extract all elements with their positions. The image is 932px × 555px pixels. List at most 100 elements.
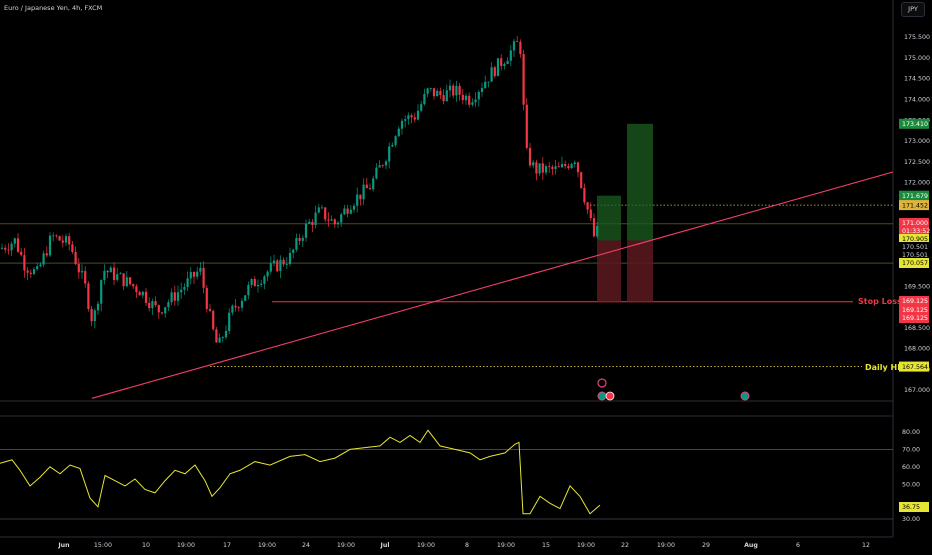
time-tick: Aug xyxy=(744,542,758,549)
candle-body xyxy=(375,167,378,179)
candle-body xyxy=(432,88,436,97)
candle-body xyxy=(80,271,84,273)
candle-body xyxy=(87,283,90,309)
price-label-2: 170.501 xyxy=(902,244,928,251)
candle-body xyxy=(125,277,128,287)
candle-body xyxy=(244,295,247,301)
candle-body xyxy=(240,300,244,308)
price-label-4: 170.057 xyxy=(902,260,928,267)
candle-body xyxy=(308,221,311,224)
target1-label: 171.679 xyxy=(902,193,928,200)
stop-label-1-bg xyxy=(899,296,929,306)
candle-body xyxy=(474,99,477,103)
price-tick: 168.000 xyxy=(904,346,930,353)
candle-body xyxy=(272,260,276,264)
candle-body xyxy=(154,301,157,306)
countdown-label: 01:33:52 xyxy=(902,228,930,235)
time-tick: 22 xyxy=(621,542,629,549)
candle-body xyxy=(20,251,23,256)
candle-body xyxy=(538,163,541,174)
rsi-tick: 50.00 xyxy=(902,481,920,488)
candle-body xyxy=(119,273,122,275)
candle-body xyxy=(170,292,173,303)
candle-body xyxy=(535,162,538,174)
candle-body xyxy=(589,209,592,219)
candle-body xyxy=(231,305,234,313)
candle-body xyxy=(157,305,160,313)
candle-body xyxy=(506,60,509,64)
candle-body xyxy=(509,50,512,61)
event-icon xyxy=(605,391,615,401)
event-icon xyxy=(597,378,607,388)
candle-body xyxy=(64,236,68,243)
candle-body xyxy=(100,280,103,304)
candle-body xyxy=(340,214,343,223)
candle-body xyxy=(544,166,548,173)
price-tick: 172.500 xyxy=(904,159,930,166)
candle-body xyxy=(464,95,468,101)
candle-body xyxy=(90,308,93,322)
candle-body xyxy=(525,104,528,148)
candle-body xyxy=(532,162,535,166)
candle-body xyxy=(596,225,599,237)
price-tick: 175.000 xyxy=(904,55,930,62)
candle-body xyxy=(4,247,7,250)
currency-button[interactable]: JPY xyxy=(901,2,925,17)
candle-body xyxy=(77,263,80,273)
rsi-tick: 30.00 xyxy=(902,516,920,523)
candle-body xyxy=(362,184,365,200)
candle-body xyxy=(109,267,112,273)
rsi-line xyxy=(0,429,601,515)
candle-body xyxy=(260,283,263,285)
stop-label-1: 169.125 xyxy=(902,298,928,305)
candle-body xyxy=(452,85,455,96)
candle-body xyxy=(68,236,71,245)
candle-body xyxy=(237,307,240,309)
candle-body xyxy=(189,271,192,279)
candle-body xyxy=(205,287,208,310)
price-tick: 174.500 xyxy=(904,76,930,83)
candle-body xyxy=(426,88,429,94)
candle-body xyxy=(247,284,250,296)
candle-body xyxy=(192,271,196,277)
candle-body xyxy=(388,146,391,162)
candle-body xyxy=(196,271,199,277)
long-position-stop-zone-1 xyxy=(597,240,621,302)
candle-body xyxy=(548,166,551,167)
candle-body xyxy=(576,162,580,173)
candle-body xyxy=(551,166,554,170)
candle-body xyxy=(250,279,253,285)
candle-body xyxy=(333,219,336,225)
target1-label-bg xyxy=(899,190,929,201)
candle-body xyxy=(218,337,221,343)
time-tick: Jun xyxy=(57,542,69,549)
candle-body xyxy=(314,212,317,226)
candle-body xyxy=(180,289,183,293)
candle-body xyxy=(592,218,596,237)
stop-label-3-bg xyxy=(899,313,929,323)
stop-loss-annotation: Stop Loss xyxy=(858,297,902,306)
candle-body xyxy=(7,249,10,251)
candle-body xyxy=(106,270,109,273)
time-tick: 17 xyxy=(223,542,231,549)
candle-body xyxy=(570,164,573,169)
time-tick: 15 xyxy=(542,542,550,549)
candle-body xyxy=(404,119,407,121)
candle-body xyxy=(477,91,480,100)
rsi-value-label-bg xyxy=(899,502,929,512)
candle-body xyxy=(317,207,320,213)
candle-body xyxy=(144,291,148,303)
candle-body xyxy=(330,219,333,221)
price-tick: 168.500 xyxy=(904,325,930,332)
candle-body xyxy=(141,291,144,296)
candle-body xyxy=(346,208,349,214)
candle-body xyxy=(292,249,295,253)
candle-body xyxy=(13,238,16,244)
candle-body xyxy=(132,284,135,287)
price-tick: 167.000 xyxy=(904,387,930,394)
candle-body xyxy=(266,271,269,277)
candle-body xyxy=(26,270,29,273)
rsi-tick: 80.00 xyxy=(902,429,920,436)
